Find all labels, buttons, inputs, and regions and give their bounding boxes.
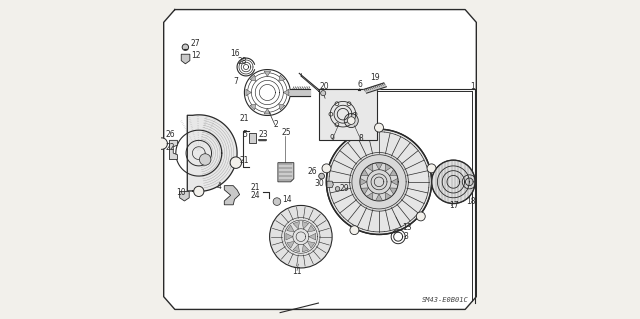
Text: 10: 10 — [176, 188, 186, 197]
Text: 24: 24 — [250, 191, 260, 200]
Circle shape — [230, 157, 241, 168]
Polygon shape — [360, 178, 367, 185]
Polygon shape — [361, 188, 369, 194]
Bar — [319, 89, 378, 140]
Circle shape — [269, 205, 332, 268]
Text: 27: 27 — [190, 39, 200, 48]
Circle shape — [335, 187, 340, 191]
Polygon shape — [250, 75, 256, 81]
Polygon shape — [307, 241, 315, 248]
Circle shape — [194, 186, 204, 197]
Text: 9: 9 — [330, 134, 335, 143]
Text: 7: 7 — [233, 77, 238, 85]
Polygon shape — [286, 234, 293, 240]
Circle shape — [344, 114, 358, 128]
Text: 6: 6 — [358, 80, 362, 89]
Text: 28: 28 — [237, 57, 247, 66]
Circle shape — [156, 138, 168, 149]
Polygon shape — [390, 169, 397, 176]
Polygon shape — [181, 54, 190, 64]
Circle shape — [417, 212, 425, 221]
Text: 5: 5 — [243, 130, 247, 138]
Polygon shape — [302, 244, 308, 252]
Circle shape — [347, 123, 351, 127]
Text: 19: 19 — [371, 73, 380, 82]
Text: 3: 3 — [403, 232, 408, 241]
Text: 21: 21 — [239, 156, 249, 165]
Text: 21: 21 — [239, 114, 249, 123]
Circle shape — [326, 129, 431, 234]
FancyBboxPatch shape — [249, 133, 256, 143]
Circle shape — [427, 164, 436, 173]
Circle shape — [319, 173, 324, 179]
Text: 17: 17 — [449, 201, 459, 210]
Polygon shape — [390, 188, 397, 194]
Polygon shape — [278, 75, 285, 81]
Text: SM43-E0B01C: SM43-E0B01C — [422, 298, 469, 303]
Circle shape — [273, 198, 281, 205]
Text: 20: 20 — [319, 82, 329, 91]
Circle shape — [347, 102, 351, 106]
Text: 29: 29 — [340, 184, 349, 193]
Polygon shape — [361, 169, 369, 176]
Text: 8: 8 — [359, 134, 364, 143]
Polygon shape — [264, 108, 271, 114]
Polygon shape — [293, 244, 300, 252]
Circle shape — [348, 117, 355, 124]
Text: 23: 23 — [259, 130, 268, 138]
Polygon shape — [224, 186, 239, 205]
Polygon shape — [367, 164, 373, 171]
Text: 2: 2 — [274, 120, 278, 129]
Polygon shape — [284, 89, 289, 96]
Circle shape — [335, 123, 339, 127]
Polygon shape — [307, 225, 315, 232]
Text: 22: 22 — [166, 143, 175, 152]
Circle shape — [350, 226, 359, 234]
Polygon shape — [278, 163, 294, 182]
Text: 26: 26 — [307, 167, 317, 176]
Text: 30: 30 — [315, 179, 324, 188]
Polygon shape — [164, 10, 476, 309]
Text: 18: 18 — [466, 197, 476, 206]
Polygon shape — [250, 104, 256, 110]
Circle shape — [182, 44, 189, 50]
Polygon shape — [327, 181, 333, 188]
Text: 14: 14 — [282, 195, 291, 204]
Text: 1: 1 — [470, 82, 475, 91]
Circle shape — [335, 102, 339, 106]
Circle shape — [353, 112, 357, 116]
Polygon shape — [170, 140, 177, 160]
Text: 12: 12 — [191, 51, 201, 60]
Polygon shape — [287, 225, 294, 232]
Text: 4: 4 — [217, 182, 221, 191]
Circle shape — [329, 112, 333, 116]
Polygon shape — [302, 221, 308, 229]
Polygon shape — [376, 163, 383, 170]
Polygon shape — [385, 192, 392, 200]
Text: 13: 13 — [403, 223, 412, 232]
Polygon shape — [364, 83, 387, 93]
Polygon shape — [309, 234, 316, 240]
Polygon shape — [264, 71, 271, 77]
Polygon shape — [287, 241, 294, 248]
Circle shape — [322, 164, 331, 173]
Polygon shape — [293, 221, 300, 229]
Polygon shape — [188, 115, 237, 191]
Polygon shape — [385, 164, 392, 171]
Circle shape — [200, 154, 211, 165]
Text: 26: 26 — [166, 130, 175, 138]
Polygon shape — [376, 194, 383, 201]
Circle shape — [321, 91, 326, 96]
Polygon shape — [246, 89, 252, 96]
Text: 25: 25 — [281, 128, 291, 137]
Circle shape — [431, 160, 475, 204]
Polygon shape — [367, 192, 373, 200]
Text: 11: 11 — [292, 267, 301, 276]
Polygon shape — [180, 191, 189, 201]
Text: 16: 16 — [230, 49, 239, 58]
Polygon shape — [391, 178, 398, 185]
Circle shape — [374, 123, 383, 132]
Polygon shape — [278, 104, 285, 110]
Text: 21: 21 — [250, 183, 260, 192]
